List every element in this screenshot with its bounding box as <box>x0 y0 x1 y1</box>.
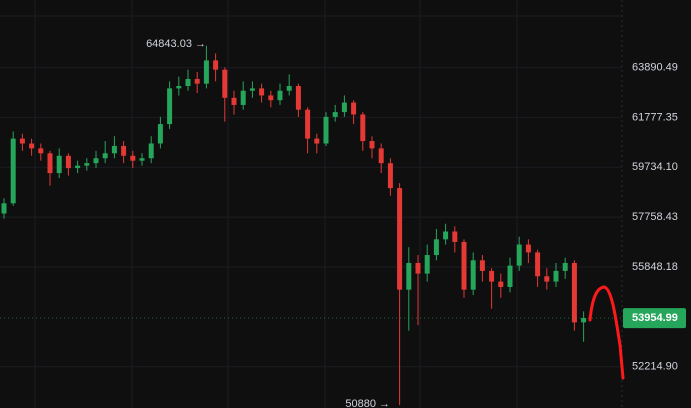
candle-body <box>369 141 375 149</box>
candle-body <box>185 78 191 87</box>
candle-body <box>240 90 246 105</box>
y-tick-label: 63890.49 <box>632 61 678 73</box>
candle-body <box>562 262 568 271</box>
candle-body <box>332 112 338 117</box>
candle-body <box>378 148 384 164</box>
candle-body <box>130 155 136 161</box>
min-annotation: 50880 → <box>345 398 390 408</box>
candle-body <box>516 244 522 266</box>
candle-body <box>213 60 219 70</box>
candle-body <box>581 318 587 323</box>
last-price-box <box>623 308 686 329</box>
candle-body <box>314 138 320 144</box>
candle-body <box>415 262 421 274</box>
candle-body <box>259 88 265 96</box>
candle-body <box>397 188 403 290</box>
candle-body <box>102 153 108 159</box>
candle-body <box>231 97 237 105</box>
candle-body <box>341 102 347 113</box>
candle-body <box>249 88 255 91</box>
candle-body <box>305 109 311 139</box>
candle-body <box>56 155 62 174</box>
candle-body <box>93 158 99 164</box>
y-tick-label: 52214.90 <box>632 361 678 373</box>
freehand-drawing <box>588 285 625 380</box>
candle-body <box>387 163 393 189</box>
candle-body <box>222 69 228 98</box>
candle-body <box>544 276 550 282</box>
max-annotation: 64843.03 → <box>146 38 206 50</box>
candle-body <box>47 153 53 174</box>
candle-body <box>277 90 283 101</box>
candle-body <box>498 281 504 287</box>
candle-body <box>323 116 329 144</box>
candle-body <box>84 163 90 166</box>
last-price-label: 53954.99 <box>632 312 678 324</box>
candle-body <box>461 241 467 290</box>
candle-body <box>10 138 16 204</box>
candle-body <box>111 145 117 154</box>
candle-body <box>65 155 71 169</box>
candle-body <box>535 252 541 277</box>
candle-body <box>194 78 200 84</box>
candle-body <box>176 86 182 89</box>
candle-body <box>571 262 577 323</box>
candle-body <box>157 124 163 144</box>
candle-body <box>479 260 485 271</box>
candle-body <box>406 262 412 290</box>
candle-body <box>1 203 7 214</box>
plot <box>0 45 622 406</box>
candle-body <box>507 265 513 287</box>
y-tick-label: 59734.10 <box>632 161 678 173</box>
candle-body <box>19 138 25 144</box>
candle-body <box>203 60 209 84</box>
candle-body <box>29 143 35 149</box>
candle-body <box>295 86 301 110</box>
candle-body <box>470 260 476 290</box>
candle-body <box>38 148 44 154</box>
candle-body <box>525 244 531 253</box>
candle-body <box>268 95 274 101</box>
candle-body <box>553 270 559 282</box>
candle-body <box>121 145 127 156</box>
candle-body <box>139 158 145 161</box>
candle-body <box>75 165 81 169</box>
candle-body <box>452 231 458 242</box>
candle-body <box>351 102 357 115</box>
candle-body <box>489 270 495 282</box>
candle-body <box>424 255 430 274</box>
candle-body <box>286 86 292 91</box>
y-tick-label: 57758.43 <box>632 211 678 223</box>
candle-body <box>360 114 366 142</box>
candle-body <box>148 143 154 159</box>
y-tick-label: 55848.18 <box>632 261 678 273</box>
candle-body <box>167 88 173 125</box>
y-tick-label: 61777.35 <box>632 111 678 123</box>
candle-body <box>443 231 449 240</box>
candle-body <box>433 239 439 256</box>
